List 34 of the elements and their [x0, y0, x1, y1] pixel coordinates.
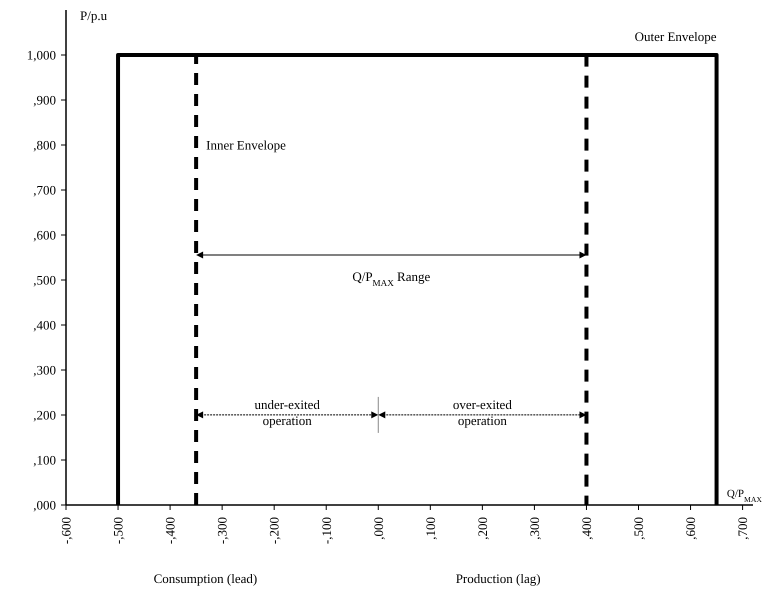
annotation: Q/P$_{MAX}$ Range: [352, 269, 430, 288]
y-tick-label: ,100: [33, 452, 56, 468]
x-tick-label: ,500: [631, 517, 646, 540]
y-axis-title: P/p.u: [80, 8, 108, 23]
y-tick-label: ,400: [33, 318, 56, 333]
x-tick-label: -,600: [58, 517, 74, 544]
x-tick-label: -,300: [214, 517, 230, 544]
y-tick-label: ,000: [33, 498, 56, 513]
annotation: over-exited operation: [452, 396, 512, 428]
x-tick-label: ,000: [370, 517, 386, 540]
series-label: Outer Envelope: [634, 29, 717, 44]
y-tick-label: 1,000: [26, 48, 56, 63]
series-label: Inner Envelope: [206, 138, 286, 152]
x-axis-title: Q/P$_{MAX}$: [726, 488, 762, 504]
text: Consumption (lead): [154, 571, 258, 586]
x-tick-label: ,700: [735, 517, 750, 540]
x-tick-label: -,200: [266, 517, 282, 544]
x-tick-label: -,500: [110, 517, 126, 544]
x-tick-label: ,100: [422, 517, 438, 540]
y-tick-label: ,600: [33, 228, 56, 243]
x-tick-label: ,400: [579, 517, 594, 540]
x-tick-label: ,200: [474, 517, 490, 540]
text: Production (lag): [456, 571, 541, 586]
y-tick-label: ,800: [33, 138, 56, 153]
y-tick-label: ,900: [33, 92, 56, 108]
y-tick-label: ,200: [33, 408, 56, 423]
annotation: under-exited operation: [254, 396, 320, 428]
x-tick-label: -,100: [318, 517, 334, 544]
y-tick-label: ,300: [33, 362, 56, 378]
x-tick-label: ,600: [683, 517, 698, 540]
y-tick-label: ,700: [33, 182, 56, 198]
x-tick-label: -,400: [162, 517, 178, 544]
x-tick-label: ,300: [526, 517, 542, 540]
y-tick-label: ,500: [33, 272, 56, 288]
